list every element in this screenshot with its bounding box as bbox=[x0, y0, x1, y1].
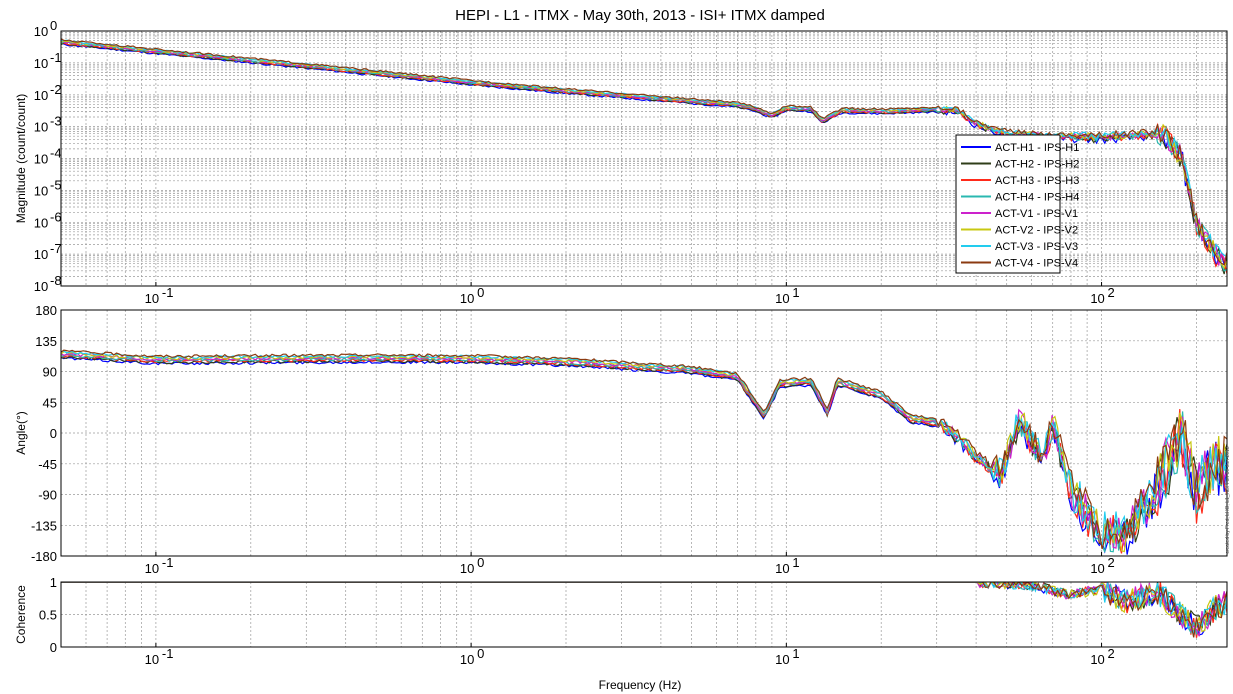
y-axis-label: Coherence bbox=[14, 585, 28, 644]
y-tick-label-exponent: -2 bbox=[50, 82, 62, 97]
y-tick-label: 10 bbox=[34, 183, 48, 198]
x-tick-label: 10 bbox=[145, 561, 159, 576]
x-tick-label-exponent: 0 bbox=[477, 285, 484, 300]
plot-area bbox=[61, 310, 1227, 556]
series-group bbox=[61, 349, 1227, 555]
y-axis-label: Angle(°) bbox=[14, 411, 28, 454]
panel-phase: 10 -1 10 0 10 1 10 218013590450-45-90-135-180An… bbox=[14, 303, 1228, 576]
legend: ACT-H1 - IPS-H1 ACT-H2 - IPS-H2 ACT-H3 - I… bbox=[955, 134, 1079, 274]
x-tick-label: 10 bbox=[145, 291, 159, 306]
legend-box bbox=[955, 134, 1061, 274]
x-axis-label: Frequency (Hz) bbox=[599, 678, 682, 692]
series-line bbox=[61, 356, 1227, 545]
x-tick-label: 10 bbox=[460, 652, 474, 667]
y-tick-label: -45 bbox=[38, 457, 57, 472]
y-tick-label: 90 bbox=[43, 365, 57, 380]
series-line bbox=[61, 582, 1227, 638]
y-tick-label: 10 bbox=[34, 56, 48, 71]
y-tick-label: 135 bbox=[35, 334, 57, 349]
x-tick-label-exponent: 2 bbox=[1108, 555, 1115, 570]
series-line bbox=[61, 349, 1227, 550]
legend-entry: ACT-V3 - IPS-V3 bbox=[995, 241, 1078, 253]
series-line bbox=[61, 38, 1227, 266]
legend-entry: ACT-V4 - IPS-V4 bbox=[995, 258, 1078, 270]
y-tick-label: 10 bbox=[34, 152, 48, 167]
y-tick-label-exponent: -5 bbox=[50, 177, 62, 192]
x-tick-label: 10 bbox=[775, 291, 789, 306]
y-tick-label: 10 bbox=[34, 215, 48, 230]
x-tick-label-exponent: -1 bbox=[162, 646, 174, 661]
legend-entry: ACT-H4 - IPS-H4 bbox=[995, 192, 1079, 204]
y-tick-label-exponent: -3 bbox=[50, 114, 62, 129]
y-tick-label-exponent: -7 bbox=[50, 241, 62, 256]
x-tick-label-exponent: 0 bbox=[477, 555, 484, 570]
y-tick-label: 10 bbox=[34, 120, 48, 135]
y-tick-label: 1 bbox=[50, 575, 57, 590]
x-tick-label-exponent: -1 bbox=[162, 555, 174, 570]
x-tick-label-exponent: 2 bbox=[1108, 646, 1115, 661]
series-line bbox=[61, 582, 1227, 636]
axes-frame bbox=[60, 309, 1228, 557]
legend-entry: ACT-V2 - IPS-V2 bbox=[995, 225, 1078, 237]
y-tick-label-exponent: -6 bbox=[50, 209, 62, 224]
y-tick-label: -180 bbox=[31, 549, 57, 564]
legend-entry: ACT-H2 - IPS-H2 bbox=[995, 159, 1079, 171]
x-tick-label: 10 bbox=[1090, 291, 1104, 306]
y-tick-label: 45 bbox=[43, 395, 57, 410]
plot-area bbox=[61, 582, 1227, 647]
x-tick-label: 10 bbox=[460, 291, 474, 306]
y-tick-label: 10 bbox=[34, 247, 48, 262]
y-tick-label: 10 bbox=[34, 279, 48, 294]
y-tick-label: -90 bbox=[38, 488, 57, 503]
x-tick-label-exponent: 1 bbox=[792, 646, 799, 661]
x-tick-label-exponent: 2 bbox=[1108, 285, 1115, 300]
axes-frame bbox=[60, 30, 1228, 287]
x-tick-label: 10 bbox=[775, 561, 789, 576]
x-tick-label: 10 bbox=[1090, 652, 1104, 667]
x-tick-label: 10 bbox=[460, 561, 474, 576]
y-axis-label: Magnitude (count/count) bbox=[14, 94, 28, 223]
grid bbox=[61, 582, 1227, 647]
y-tick-label: 10 bbox=[34, 88, 48, 103]
x-tick-label-exponent: 0 bbox=[477, 646, 484, 661]
legend-entry: ACT-H1 - IPS-H1 bbox=[995, 142, 1079, 154]
side-note: created by Fred, LHO, L1_HEPI on 30-Jun-… bbox=[1225, 446, 1231, 554]
x-tick-label-exponent: -1 bbox=[162, 285, 174, 300]
x-tick-label: 10 bbox=[145, 652, 159, 667]
y-tick-label: 180 bbox=[35, 303, 57, 318]
legend-entry: ACT-V1 - IPS-V1 bbox=[995, 208, 1078, 220]
y-tick-label-exponent: -8 bbox=[50, 273, 62, 288]
y-tick-label-exponent: -4 bbox=[50, 146, 62, 161]
x-tick-label-exponent: 1 bbox=[792, 285, 799, 300]
series-line bbox=[61, 39, 1227, 258]
y-tick-label: 0.5 bbox=[39, 608, 57, 623]
x-tick-label: 10 bbox=[775, 652, 789, 667]
x-tick-label-exponent: 1 bbox=[792, 555, 799, 570]
x-tick-label: 10 bbox=[1090, 561, 1104, 576]
chart-title: HEPI - L1 - ITMX - May 30th, 2013 - ISI+… bbox=[455, 7, 825, 24]
axes-frame bbox=[60, 581, 1228, 648]
y-tick-label: 10 bbox=[34, 24, 48, 39]
series-group bbox=[61, 582, 1227, 638]
y-tick-label: -135 bbox=[31, 518, 57, 533]
y-tick-label-exponent: 0 bbox=[50, 18, 57, 33]
y-tick-label: 0 bbox=[50, 640, 57, 655]
legend-entry: ACT-H3 - IPS-H3 bbox=[995, 175, 1079, 187]
y-tick-label-exponent: -1 bbox=[50, 50, 62, 65]
y-tick-label: 0 bbox=[50, 426, 57, 441]
